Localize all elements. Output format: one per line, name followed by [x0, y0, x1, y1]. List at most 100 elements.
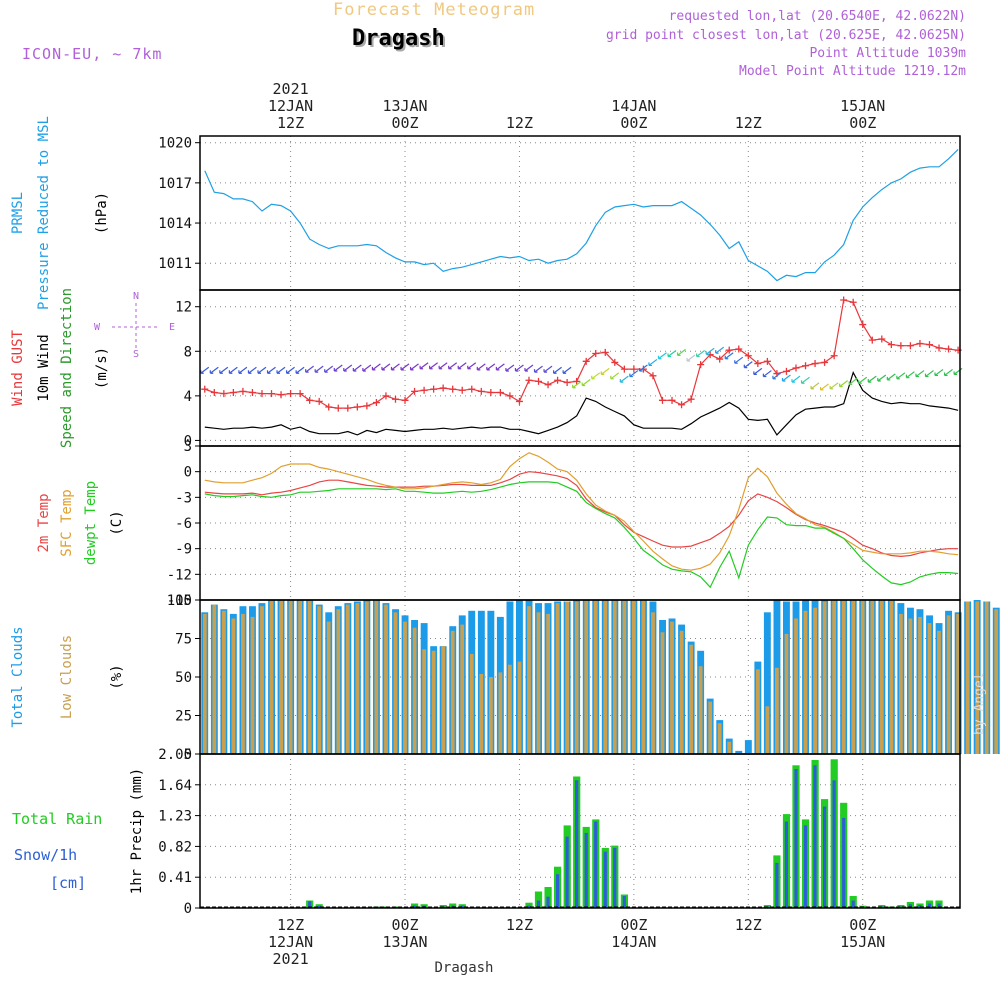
low-cloud-bar: [536, 612, 541, 754]
low-cloud-bar: [603, 600, 608, 754]
wind-arrow: [676, 348, 686, 356]
low-cloud-bar: [222, 610, 226, 754]
gust-marker: [887, 341, 895, 349]
snow-side-label: Snow/1h: [14, 846, 77, 864]
gust-marker: [668, 396, 676, 404]
series-line: [204, 481, 959, 589]
y-tick-label: 3: [184, 439, 192, 455]
wind-arrow: [285, 366, 295, 374]
snow-bar: [832, 780, 836, 908]
gust-marker: [401, 396, 409, 404]
gust-marker: [420, 386, 428, 394]
wind-arrow: [591, 372, 601, 380]
gust-marker: [811, 360, 819, 368]
point-altitude: Point Altitude 1039m: [809, 46, 966, 61]
snow-bar: [918, 905, 922, 908]
wind-arrow: [934, 368, 944, 377]
low-cloud-bar: [212, 604, 217, 754]
wind-arrow: [362, 364, 372, 372]
y-axis-label: 10m Wind: [36, 334, 52, 401]
y-axis-label: Wind GUST: [10, 330, 26, 406]
rain-bar: [525, 902, 533, 908]
wind-arrow: [772, 372, 782, 380]
total-cloud-bar: [744, 740, 752, 754]
wind-arrow: [819, 383, 829, 391]
bottom-time-label: 15JAN: [840, 933, 885, 951]
low-cloud-bar: [879, 600, 884, 754]
wind-arrow: [572, 381, 582, 389]
low-cloud-bar: [756, 669, 760, 754]
snow-bar: [603, 851, 607, 908]
wind-arrow: [648, 358, 658, 367]
low-cloud-bar: [508, 664, 512, 754]
compass-n: N: [133, 291, 139, 302]
gust-marker: [229, 389, 237, 397]
low-cloud-bar: [860, 600, 865, 754]
low-cloud-bar: [527, 606, 531, 754]
model-altitude: Model Point Altitude 1219.12m: [739, 64, 966, 79]
low-cloud-bar: [794, 618, 798, 754]
gust-marker: [782, 367, 790, 375]
gust-marker: [744, 352, 752, 360]
low-cloud-bar: [431, 650, 436, 754]
low-cloud-bar: [908, 618, 913, 754]
low-cloud-bar: [479, 673, 484, 754]
wind-arrow: [209, 366, 219, 374]
rain-side-label: Total Rain: [12, 810, 102, 828]
gust-marker: [821, 358, 829, 366]
gust-marker: [601, 348, 609, 356]
y-axis-label: (m/s): [94, 347, 110, 389]
low-cloud-bar: [498, 672, 503, 754]
low-cloud-bar: [918, 616, 922, 754]
low-cloud-bar: [307, 600, 312, 754]
y-tick-label: 0.41: [158, 870, 192, 886]
pressure-panel-frame: [199, 135, 961, 291]
low-cloud-bar: [679, 630, 684, 754]
low-cloud-bar: [422, 649, 426, 754]
low-cloud-bar: [708, 701, 713, 754]
gust-marker: [678, 401, 686, 409]
top-time-label: 12Z: [277, 114, 304, 132]
gust-marker: [258, 390, 266, 398]
low-cloud-bar: [317, 606, 322, 754]
wind-arrow: [505, 364, 515, 372]
snow-bar: [794, 769, 798, 908]
footer-place: Dragash: [434, 960, 493, 976]
wind-arrow: [390, 363, 400, 371]
wind-arrow: [457, 362, 467, 370]
wind-arrow: [667, 350, 677, 358]
gust-marker: [802, 362, 810, 370]
wind-arrow: [943, 368, 953, 377]
series-line: [204, 370, 959, 436]
gust-marker: [840, 296, 848, 304]
snow-bar: [412, 905, 417, 908]
gust-marker: [925, 341, 933, 349]
y-axis-label: (hPa): [94, 192, 110, 234]
gust-marker: [945, 345, 953, 353]
wind-arrow: [448, 362, 458, 370]
gust-marker: [897, 342, 905, 350]
wind-arrow: [800, 376, 810, 384]
y-tick-label: 8: [184, 344, 192, 360]
snow-bar: [556, 874, 560, 908]
top-time-label: 00Z: [620, 114, 647, 132]
low-cloud-bar: [393, 612, 398, 754]
low-cloud-bar: [555, 603, 560, 754]
bottom-time-label: 00Z: [849, 916, 876, 934]
low-cloud-bar: [231, 618, 236, 754]
gust-marker: [458, 386, 466, 394]
gust-marker: [792, 364, 800, 372]
y-tick-label: 0: [184, 465, 192, 481]
wind-arrow: [419, 362, 429, 370]
y-axis-label: Low Clouds: [59, 635, 75, 719]
wind-arrow: [295, 366, 305, 374]
low-cloud-bar: [546, 613, 550, 754]
low-cloud-bar: [384, 604, 388, 754]
low-cloud-bar: [651, 612, 655, 754]
wind-arrow: [877, 374, 887, 382]
gust-marker: [353, 403, 361, 411]
y-axis-label: SFC Temp: [59, 489, 75, 556]
top-time-label: 13JAN: [382, 97, 427, 115]
wind-arrow: [276, 366, 286, 374]
gust-marker: [201, 385, 209, 393]
